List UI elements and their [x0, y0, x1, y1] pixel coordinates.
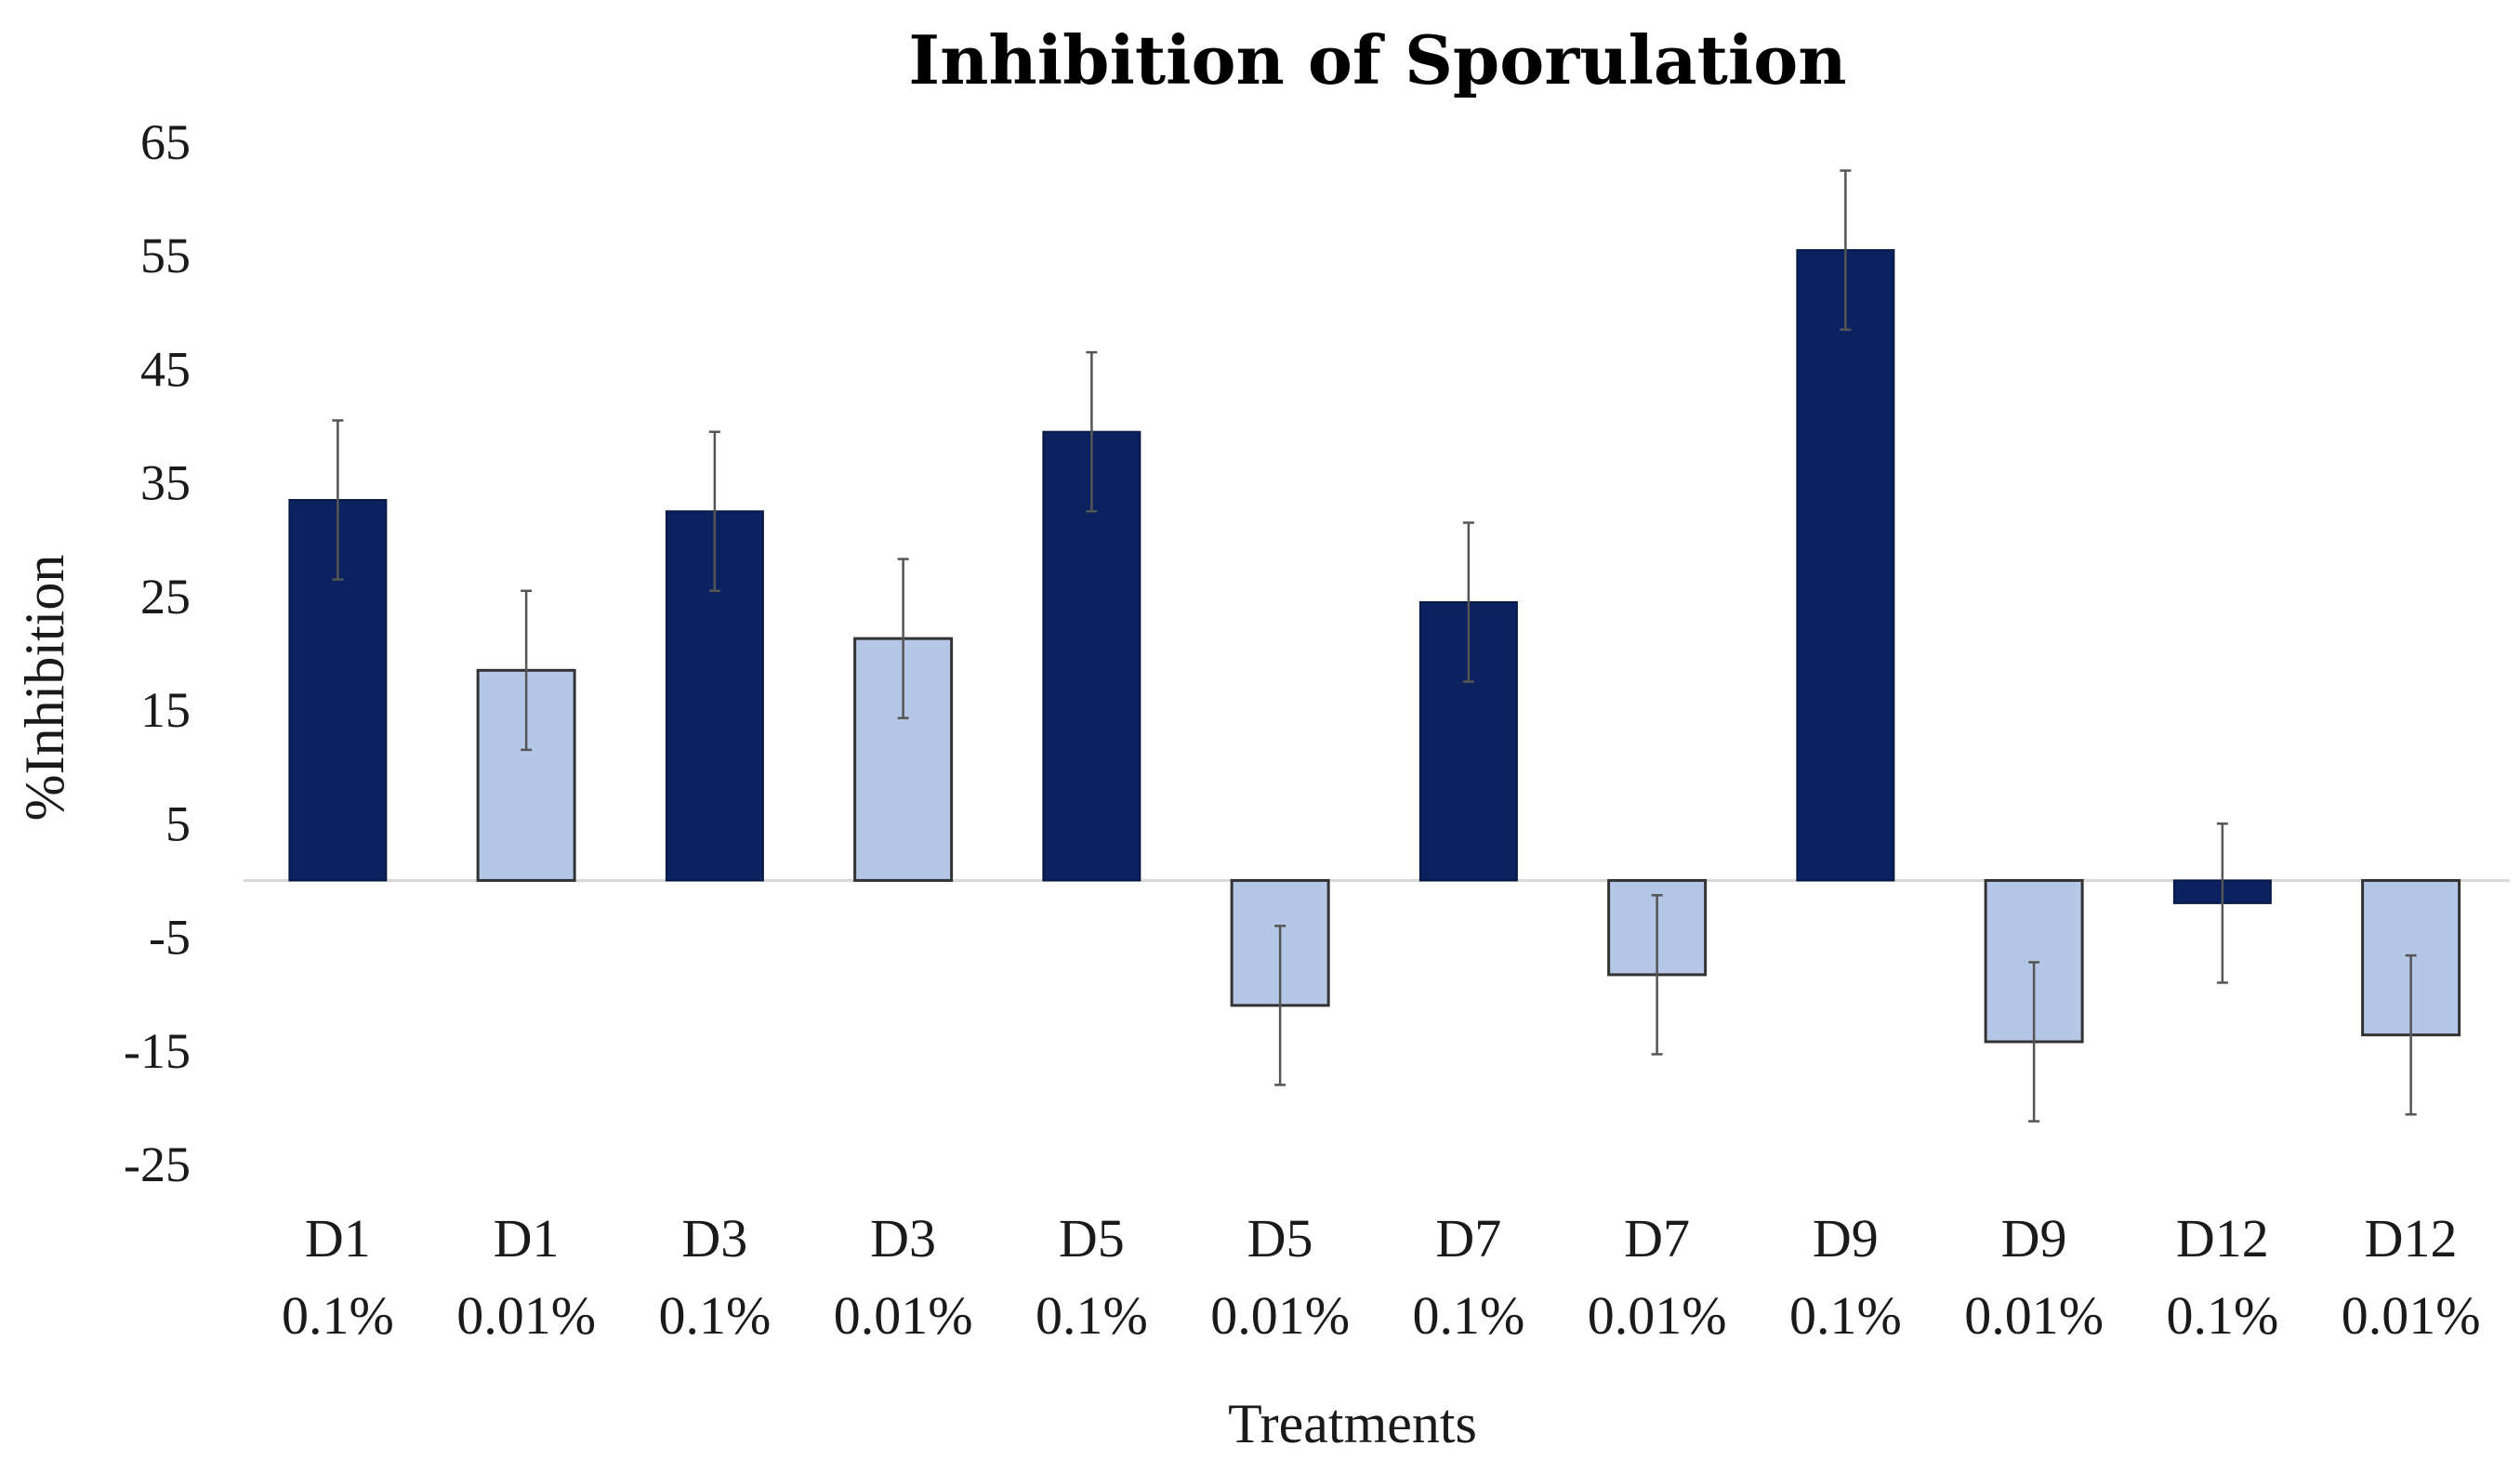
x-tick-label-line1: D3: [870, 1208, 936, 1268]
x-tick-label-line1: D12: [2176, 1208, 2269, 1268]
y-tick-label: -25: [124, 1137, 191, 1192]
y-tick-label: 5: [165, 795, 191, 851]
x-tick-label-line1: D3: [681, 1208, 747, 1268]
x-tick-label-line1: D1: [305, 1208, 371, 1268]
y-tick-label: -15: [124, 1023, 191, 1079]
x-tick-label-line1: D9: [2001, 1208, 2067, 1268]
x-tick-label-line2: 0.01%: [1964, 1285, 2104, 1346]
x-tick-label-line2: 0.1%: [1789, 1285, 1902, 1346]
x-tick-label-line2: 0.1%: [1412, 1285, 1524, 1346]
x-axis-ticks: D1 0.1% D1 0.01% D3 0.1% D3 0.01% D5 0.1% D5 0.01% D…: [282, 1208, 2481, 1346]
x-tick-label-line2: 0.1%: [658, 1285, 771, 1346]
x-tick-label-line2: 0.01%: [456, 1285, 596, 1346]
y-tick-label: 25: [140, 569, 191, 624]
y-axis-label: %Inhibition: [14, 555, 75, 822]
x-tick-label-line2: 0.01%: [1588, 1285, 1727, 1346]
x-tick-label-line1: D7: [1624, 1208, 1690, 1268]
y-tick-label: 45: [140, 341, 191, 397]
x-tick-label-line1: D5: [1247, 1208, 1313, 1268]
x-tick-label-line2: 0.1%: [2166, 1285, 2278, 1346]
y-tick-label: -5: [149, 910, 191, 966]
x-tick-label-line1: D9: [1813, 1208, 1879, 1268]
bar: [1796, 249, 1895, 882]
x-tick-label-line1: D5: [1059, 1208, 1125, 1268]
y-tick-label: 35: [140, 455, 191, 511]
x-tick-label-line2: 0.1%: [1036, 1285, 1148, 1346]
chart-title: Inhibition of Sporulation: [908, 20, 1846, 99]
x-tick-label-line1: D12: [2365, 1208, 2458, 1268]
x-axis-label: Treatments: [1228, 1393, 1477, 1454]
bar-series: [288, 169, 2461, 1123]
y-axis-ticks: 65 55 45 35 25 15 5 -5 -15 -25: [124, 114, 191, 1192]
x-tick-label-line2: 0.1%: [282, 1285, 394, 1346]
x-tick-label-line1: D7: [1435, 1208, 1501, 1268]
y-tick-label: 15: [140, 682, 191, 738]
y-tick-label: 65: [140, 114, 191, 170]
y-tick-label: 55: [140, 228, 191, 283]
x-tick-label-line2: 0.01%: [834, 1285, 973, 1346]
x-tick-label-line1: D1: [494, 1208, 560, 1268]
x-tick-label-line2: 0.01%: [2342, 1285, 2481, 1346]
x-tick-label-line2: 0.01%: [1210, 1285, 1350, 1346]
